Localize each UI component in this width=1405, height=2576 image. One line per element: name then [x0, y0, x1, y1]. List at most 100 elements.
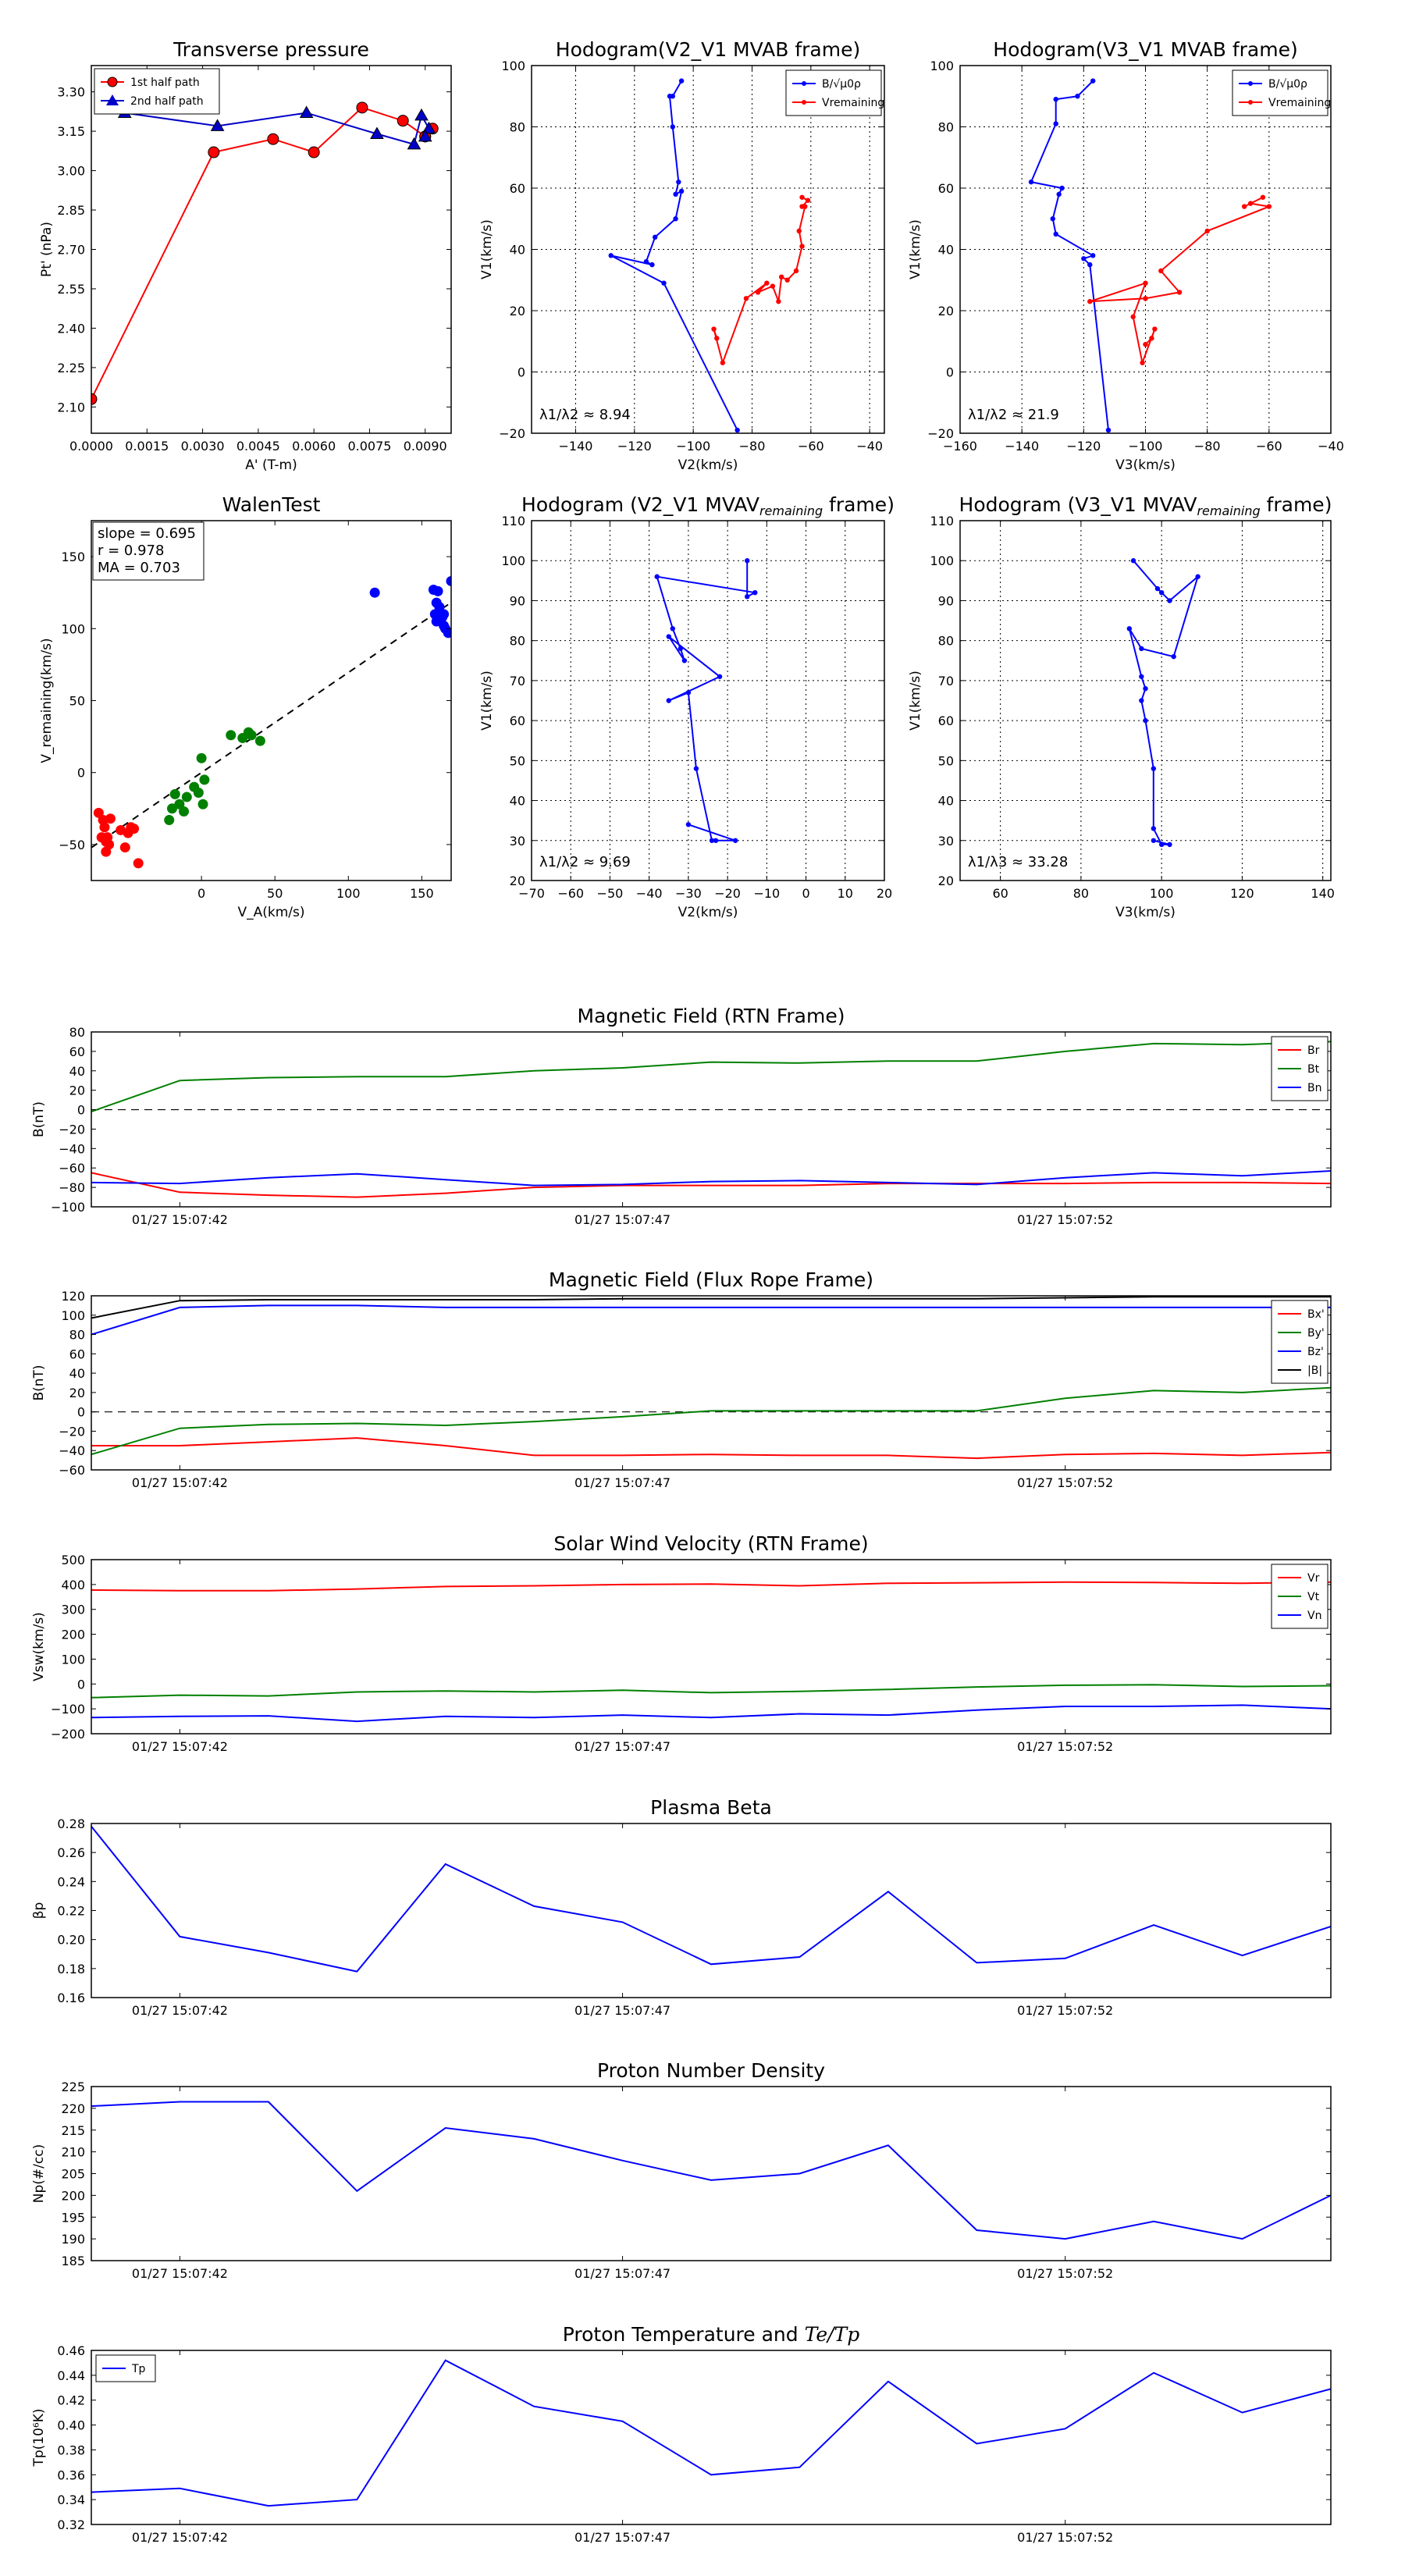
data-point: [1158, 590, 1165, 596]
x-tick-label: −140: [559, 439, 593, 454]
x-tick-label: −60: [1256, 439, 1282, 454]
data-point: [643, 259, 649, 265]
y-tick-label: 0: [77, 1103, 85, 1118]
x-tick-label: −100: [676, 439, 710, 454]
y-tick-label: 70: [938, 674, 954, 688]
data-point: [1143, 717, 1148, 724]
data-point: [1028, 179, 1034, 185]
legend-label: B/√μ0ρ: [822, 78, 861, 91]
data-point: [670, 626, 675, 632]
data-point: [796, 228, 802, 234]
lambda-ratio: λ1/λ2 ≈ 21.9: [968, 407, 1059, 423]
data-point: [667, 94, 673, 99]
y-tick-label: 60: [510, 181, 525, 196]
y-tick-label: 0.22: [57, 1904, 85, 1919]
x-tick-label: 0.0045: [237, 439, 280, 454]
legend: B/√μ0ρ Vremaining: [785, 69, 884, 116]
plot-frame: [91, 1823, 1332, 1998]
y-tick-label: 20: [69, 1386, 85, 1400]
y-tick-label: 3.15: [57, 124, 85, 139]
data-point: [1090, 78, 1096, 84]
chart-title-main: Hodogram (V2_V1 MVAV: [521, 493, 759, 516]
data-point: [799, 244, 805, 249]
legend-label: Bn: [1307, 1082, 1321, 1094]
y-tick-label: 210: [61, 2145, 85, 2160]
data-point: [407, 137, 422, 150]
data-point: [356, 101, 368, 114]
data-point: [649, 262, 655, 268]
data-point: [254, 735, 265, 746]
y-axis-label: V_remaining(km/s): [39, 638, 55, 763]
chart-title-subscript: remaining: [759, 503, 823, 518]
y-tick-label: 60: [69, 1347, 85, 1361]
data-point: [1167, 598, 1172, 603]
data-point: [414, 108, 429, 121]
data-point: [1143, 280, 1148, 286]
y-tick-label: 30: [510, 834, 525, 849]
x-tick-label: 10: [838, 886, 853, 901]
y-tick-label: 80: [510, 120, 525, 135]
y-tick-label: 2.85: [57, 203, 85, 218]
data-point: [673, 216, 678, 222]
y-tick-label: 0.34: [57, 2492, 85, 2507]
data-point: [714, 336, 720, 341]
y-tick-label: 0.38: [57, 2443, 85, 2457]
x-tick-label: 01/27 15:07:42: [132, 1212, 228, 1227]
data-point: [129, 824, 140, 834]
data-point: [1176, 290, 1183, 295]
y-tick-label: 0.44: [57, 2368, 85, 2383]
stats-box: [92, 521, 205, 581]
x-tick-label: −10: [753, 886, 780, 901]
x-tick-label: 0.0015: [125, 439, 169, 454]
data-point: [179, 806, 190, 817]
data-point: [685, 822, 692, 827]
y-tick-label: 80: [69, 1025, 85, 1040]
magnetic_field_rtn-panel: 01/27 15:07:42 01/27 15:07:47 01/27 15:07:…: [31, 1005, 1332, 1227]
x-tick-label: 140: [1311, 886, 1335, 901]
x-tick-label: −40: [856, 439, 883, 454]
x-tick-label: 01/27 15:07:52: [1017, 1212, 1113, 1227]
data-point: [1087, 262, 1093, 268]
x-tick-label: −40: [636, 886, 663, 901]
plot-area: [91, 1296, 1331, 1460]
x-tick-label: 01/27 15:07:47: [574, 2003, 670, 2018]
data-point: [711, 326, 717, 332]
data-point: [776, 299, 781, 304]
data-point: [1126, 626, 1133, 632]
x-tick-label: 150: [410, 886, 434, 901]
y-axis-label: B(nT): [31, 1364, 47, 1400]
y-tick-label: 0: [77, 1677, 85, 1692]
legend: B/√μ0ρ Vremaining: [1232, 69, 1331, 116]
data-point: [96, 832, 107, 843]
x-tick-label: 0.0090: [404, 439, 447, 454]
data-point: [745, 558, 750, 564]
y-tick-label: 90: [510, 593, 525, 608]
x-tick-label: −60: [557, 886, 584, 901]
data-point: [1140, 360, 1145, 365]
legend-marker: [1248, 100, 1253, 105]
x-tick-label: −80: [1194, 439, 1221, 454]
data-point: [119, 842, 130, 853]
data-point: [676, 179, 681, 185]
data-point: [446, 575, 451, 586]
legend-label: Vremaining: [1268, 97, 1331, 109]
x-tick-label: −120: [617, 439, 652, 454]
chart-title-main: Hodogram (V3_V1 MVAV: [959, 493, 1197, 516]
series-line: [713, 196, 809, 366]
data-point: [661, 280, 667, 286]
legend-label: 1st half path: [130, 76, 200, 89]
y-tick-label: −60: [59, 1463, 85, 1478]
x-tick-label: 01/27 15:07:42: [132, 2530, 228, 2545]
data-point: [678, 646, 684, 652]
y-tick-label: 100: [61, 1308, 85, 1323]
y-tick-label: 0.24: [57, 1874, 85, 1889]
y-tick-label: 110: [501, 514, 525, 528]
y-axis-label: B(nT): [31, 1101, 47, 1137]
data-point: [210, 119, 225, 131]
data-point: [1053, 96, 1058, 102]
data-point: [784, 277, 790, 283]
y-tick-label: −100: [51, 1702, 85, 1717]
data-point: [1105, 427, 1112, 433]
y-tick-label: 100: [501, 553, 525, 568]
